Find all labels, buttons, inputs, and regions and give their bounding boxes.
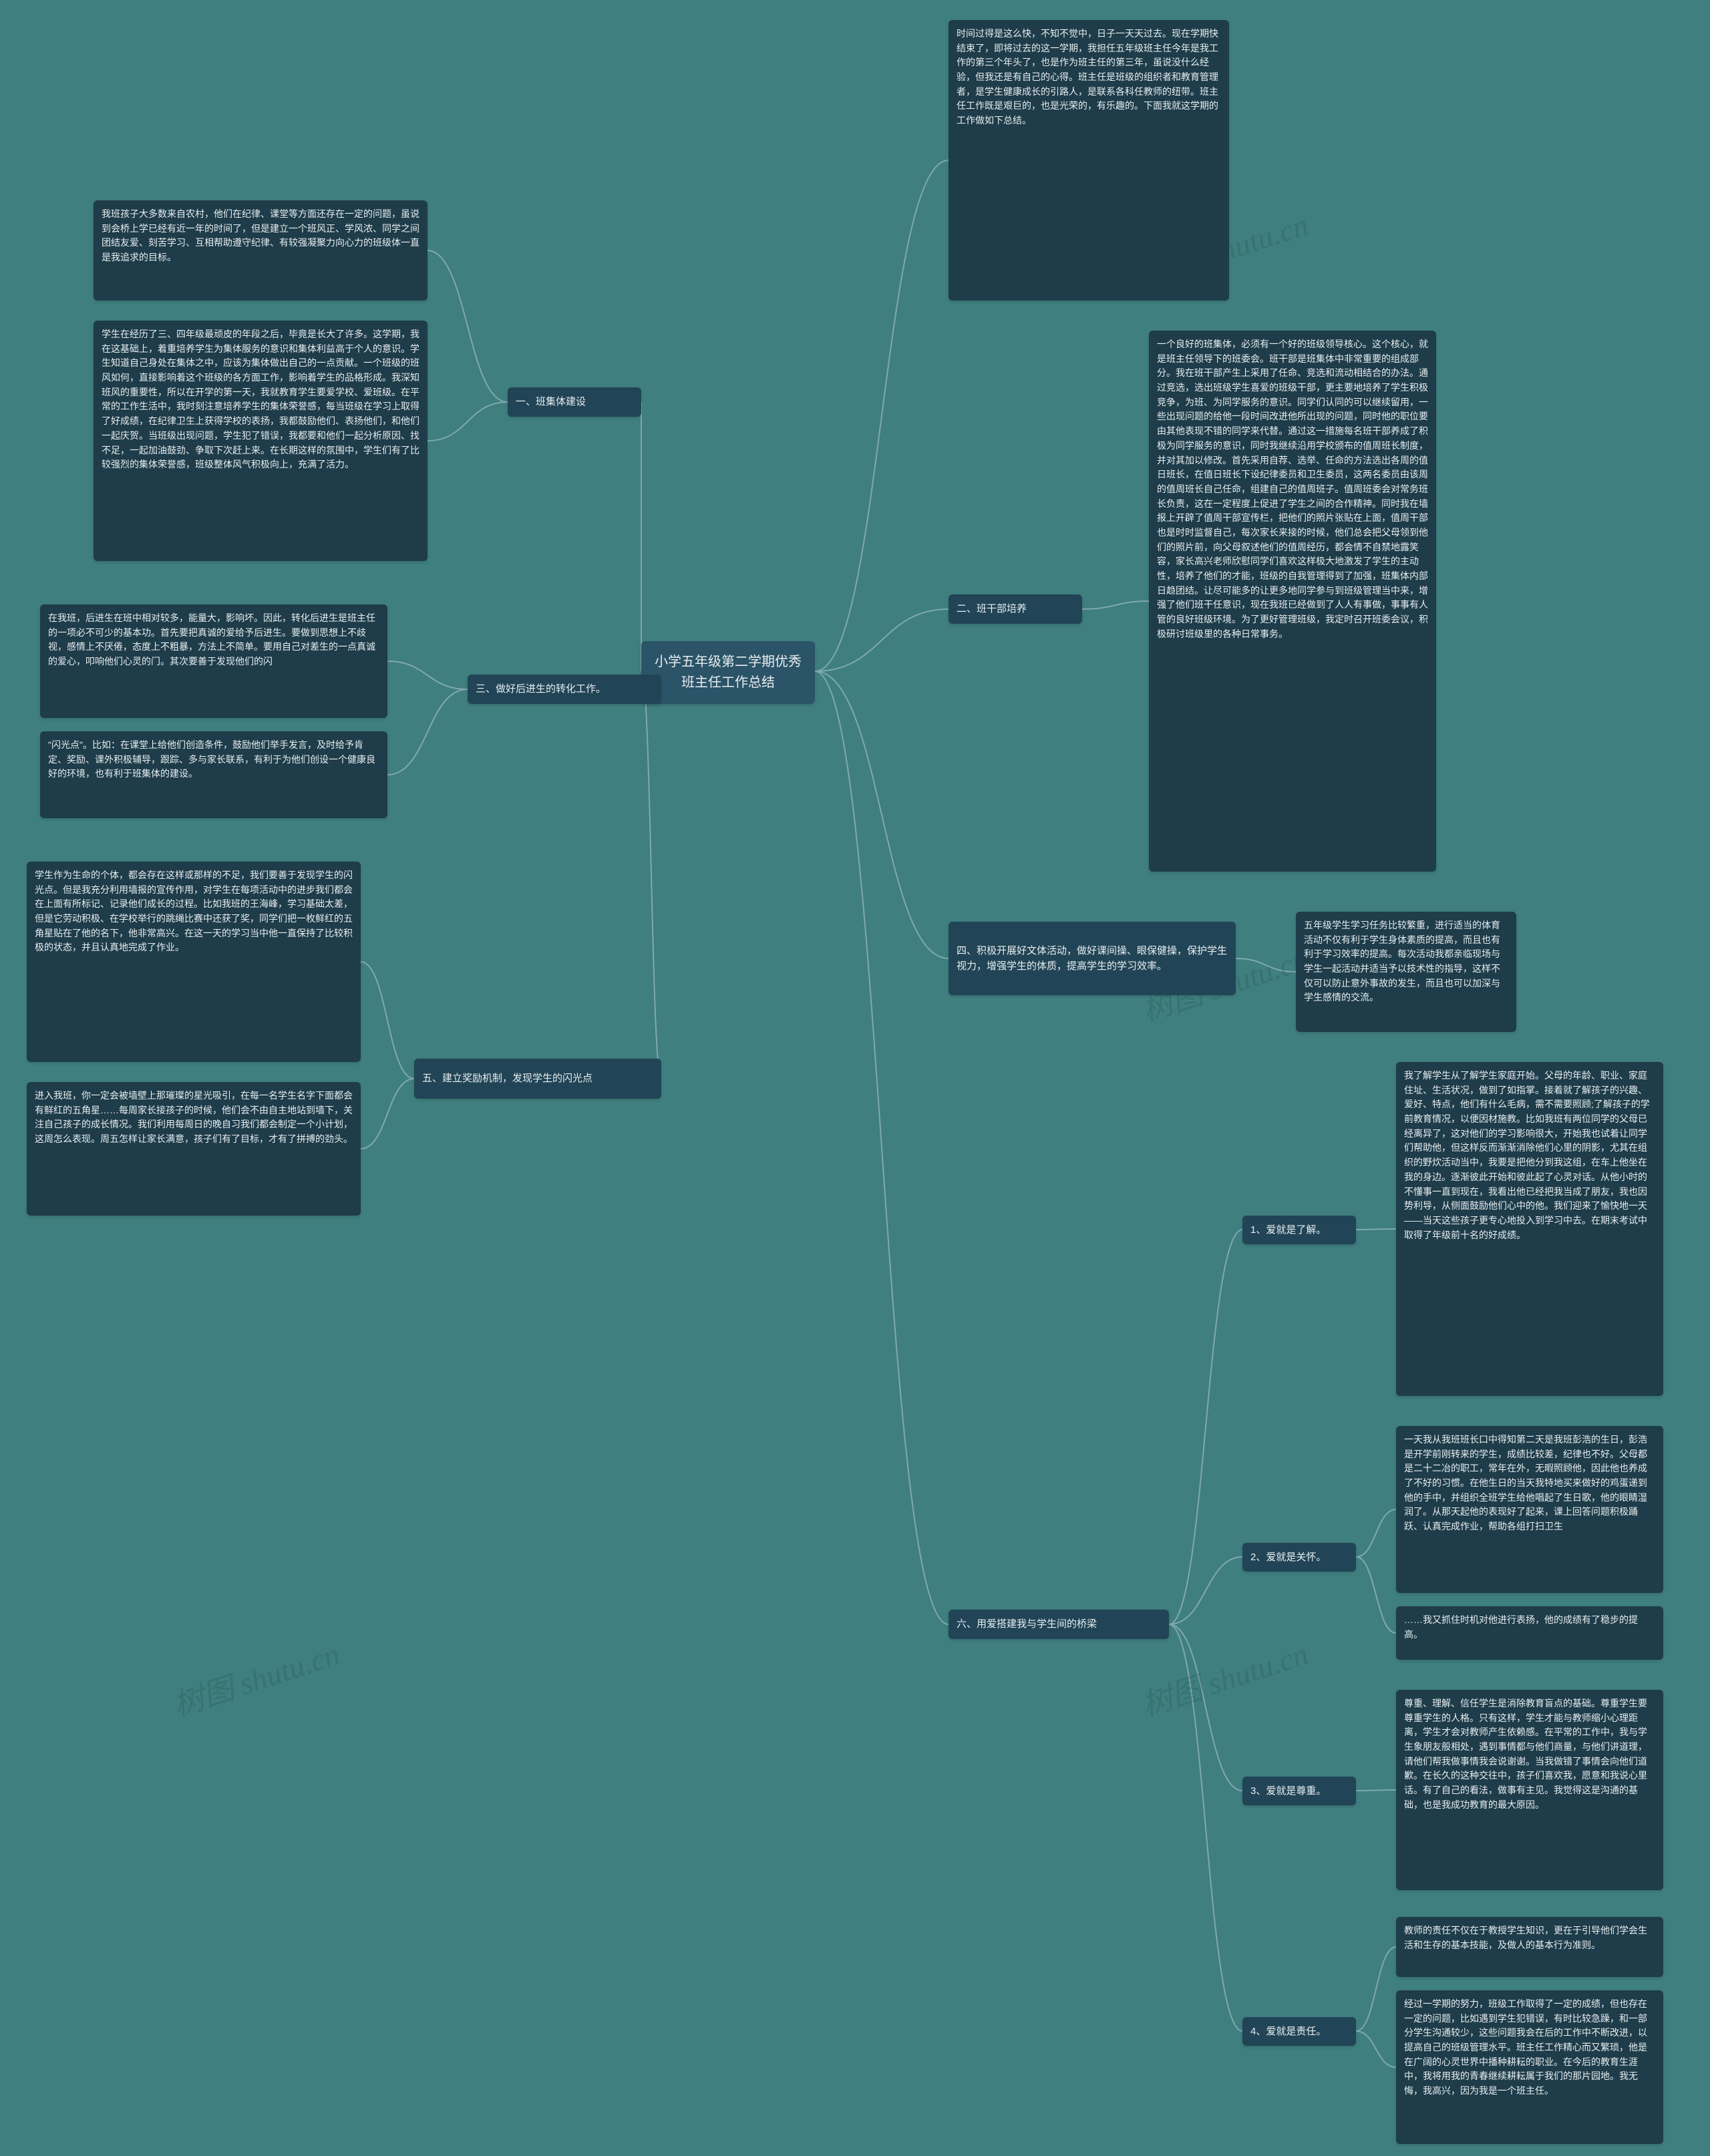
leaf-node[interactable]: 一个良好的班集体，必须有一个好的班级领导核心。这个核心，就是班主任领导下的班委会… <box>1149 331 1436 872</box>
branch-node[interactable]: 六、用爱搭建我与学生间的桥梁 <box>949 1610 1169 1639</box>
watermark: 树图 shutu.cn <box>1136 1630 1313 1725</box>
branch-node[interactable]: 三、做好后进生的转化工作。 <box>468 675 661 704</box>
branch-node[interactable]: 一、班集体建设 <box>508 387 641 417</box>
leaf-node[interactable]: 在我班，后进生在班中相对较多，能量大，影响坏。因此，转化后进生是班主任的一项必不… <box>40 604 387 718</box>
branch-node[interactable]: 四、积极开展好文体活动，做好课间操、眼保健操，保护学生视力，增强学生的体质，提高… <box>949 922 1236 995</box>
leaf-node[interactable]: 时间过得是这么快，不知不觉中，日子一天天过去。现在学期快结束了，即将过去的这一学… <box>949 20 1229 301</box>
leaf-node[interactable]: 学生作为生命的个体，都会存在这样或那样的不足，我们要善于发现学生的闪光点。但是我… <box>27 862 361 1062</box>
branch-node[interactable]: 二、班干部培养 <box>949 594 1082 624</box>
leaf-node[interactable]: 我了解学生从了解学生家庭开始。父母的年龄、职业、家庭住址、生活状况，做到了如指掌… <box>1396 1062 1663 1396</box>
leaf-node[interactable]: "闪光点"。比如：在课堂上给他们创造条件，鼓励他们举手发言，及时给予肯定、奖励、… <box>40 731 387 818</box>
leaf-node[interactable]: 进入我班，你一定会被墙壁上那璀璨的星光吸引，在每一名学生名字下面都会有鲜红的五角… <box>27 1082 361 1216</box>
leaf-node[interactable]: 经过一学期的努力，班级工作取得了一定的成绩，但也存在一定的问题，比如遇到学生犯错… <box>1396 1990 1663 2144</box>
leaf-node[interactable]: 学生在经历了三、四年级最顽皮的年段之后，毕竟是长大了许多。这学期，我在这基础上，… <box>94 321 428 561</box>
root-node[interactable]: 小学五年级第二学期优秀班主任工作总结 <box>641 641 815 704</box>
leaf-node[interactable]: ……我又抓住时机对他进行表扬，他的成绩有了稳步的提高。 <box>1396 1606 1663 1660</box>
leaf-node[interactable]: 教师的责任不仅在于教授学生知识，更在于引导他们学会生活和生存的基本技能，及做人的… <box>1396 1917 1663 1977</box>
branch-node[interactable]: 3、爱就是尊重。 <box>1242 1777 1356 1805</box>
leaf-node[interactable]: 一天我从我班班长口中得知第二天是我班彭浩的生日，彭浩是开学前刚转来的学生，成绩比… <box>1396 1426 1663 1593</box>
leaf-node[interactable]: 五年级学生学习任务比较繁重，进行适当的体育活动不仅有利于学生身体素质的提高，而且… <box>1296 912 1516 1032</box>
branch-node[interactable]: 2、爱就是关怀。 <box>1242 1543 1356 1572</box>
branch-node[interactable]: 五、建立奖励机制，发现学生的闪光点 <box>414 1059 661 1099</box>
leaf-node[interactable]: 尊重、理解、信任学生是消除教育盲点的基础。尊重学生要尊重学生的人格。只有这样，学… <box>1396 1690 1663 1890</box>
branch-node[interactable]: 1、爱就是了解。 <box>1242 1216 1356 1244</box>
leaf-node[interactable]: 我班孩子大多数来自农村，他们在纪律、课堂等方面还存在一定的问题，虽说到会桥上学已… <box>94 200 428 301</box>
watermark: 树图 shutu.cn <box>167 1630 345 1725</box>
mindmap-canvas: 树图 shutu.cn树图 shutu.cn树图 shutu.cn树图 shut… <box>0 0 1710 2156</box>
branch-node[interactable]: 4、爱就是责任。 <box>1242 2017 1356 2046</box>
